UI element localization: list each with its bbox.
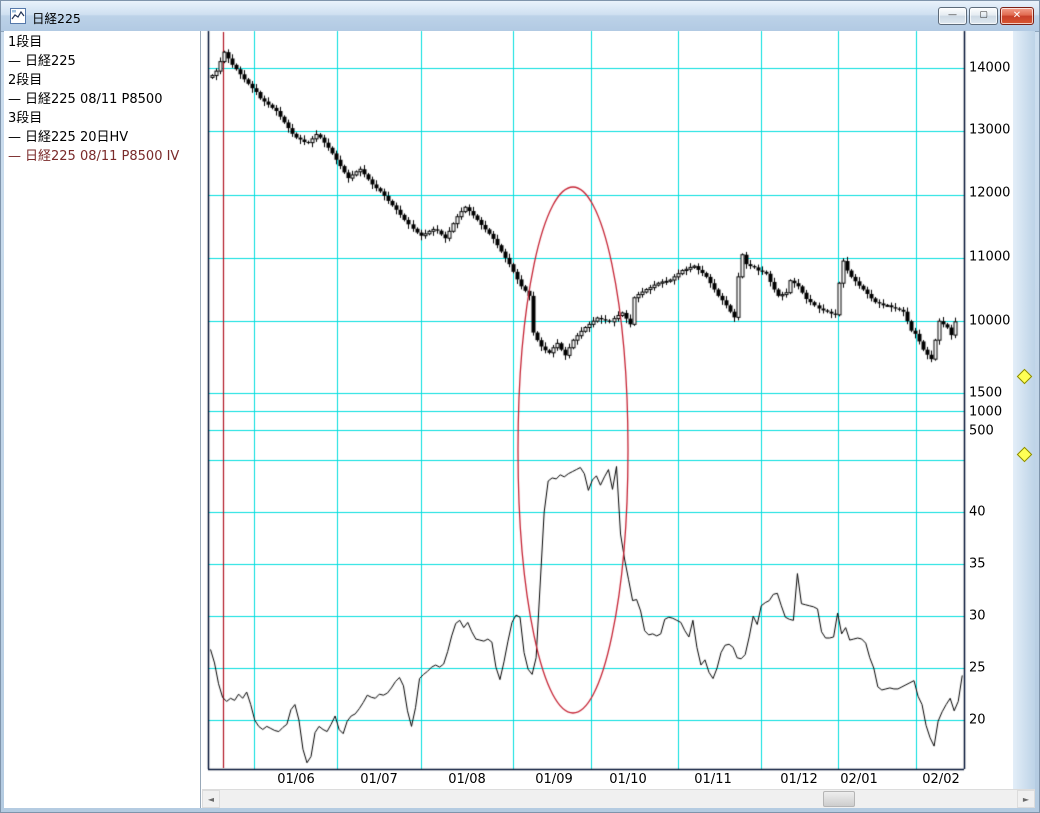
x-axis-tick-label: 01/11 bbox=[694, 772, 732, 787]
y-axis-tick-label: 14000 bbox=[969, 60, 1011, 76]
scroll-left-icon: ◄ bbox=[207, 795, 215, 804]
x-axis-tick-label: 01/07 bbox=[360, 772, 398, 787]
scroll-right-icon: ► bbox=[1022, 795, 1030, 804]
x-axis-tick-label: 01/09 bbox=[535, 772, 573, 787]
x-axis-tick-label: 02/01 bbox=[840, 772, 878, 787]
y-axis-tick-label: 20 bbox=[969, 712, 986, 728]
y-axis-tick-label: 25 bbox=[969, 660, 986, 676]
y-axis-tick-label: 12000 bbox=[969, 185, 1011, 201]
x-axis-tick-label: 02/02 bbox=[922, 772, 960, 787]
scroll-right-button[interactable]: ► bbox=[1017, 790, 1035, 808]
y-axis-tick-label: 1500 bbox=[969, 385, 1003, 401]
x-axis-tick-label: 01/12 bbox=[780, 772, 818, 787]
x-axis-tick-label: 01/10 bbox=[609, 772, 647, 787]
y-axis-tick-label: 40 bbox=[969, 504, 986, 520]
y-axis-tick-label: 10000 bbox=[969, 313, 1011, 329]
x-axis-tick-label: 01/06 bbox=[277, 772, 315, 787]
panel-splitter-handle-1[interactable] bbox=[1016, 368, 1033, 385]
y-axis-tick-label: 500 bbox=[969, 423, 994, 439]
x-axis-tick-label: 01/08 bbox=[448, 772, 486, 787]
y-axis-tick-label: 1000 bbox=[969, 404, 1003, 420]
y-axis-tick-label: 30 bbox=[969, 608, 986, 624]
y-axis-tick-label: 35 bbox=[969, 556, 986, 572]
y-axis-tick-label: 13000 bbox=[969, 122, 1011, 138]
horizontal-scrollbar[interactable]: ◄ ► bbox=[202, 789, 1035, 808]
y-axis-tick-label: 11000 bbox=[969, 249, 1011, 265]
scrollbar-thumb[interactable] bbox=[823, 791, 855, 807]
scroll-left-button[interactable]: ◄ bbox=[202, 790, 220, 808]
panel-splitter-strip bbox=[1013, 31, 1035, 790]
panel-splitter-handle-2[interactable] bbox=[1016, 446, 1033, 463]
